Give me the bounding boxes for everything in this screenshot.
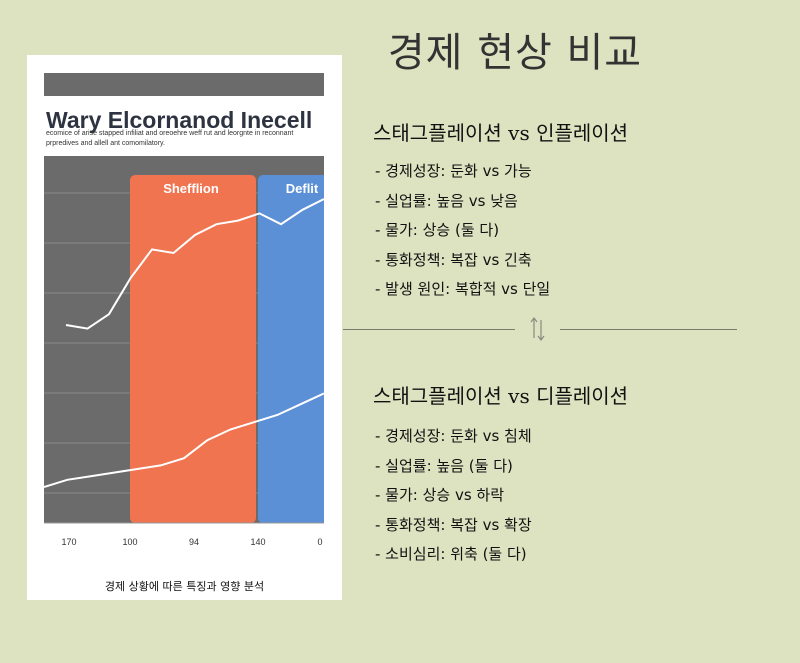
band-label: Shefflion [163,181,219,196]
band-stagflation [130,175,256,523]
x-axis-ticks: 170 100 94 140 0 [61,537,322,547]
page-title: 경제 현상 비교 [387,30,643,76]
series-line [44,392,324,488]
divider-line-left [343,329,515,330]
x-tick-label: 100 [122,537,137,547]
list-item: - 물가: 상승 vs 하락 [375,486,505,504]
chart-subtitle: ecomice of arise stapped infiliat and or… [46,130,293,137]
x-tick-label: 0 [317,537,322,547]
list-item: - 물가: 상승 (둘 다) [375,221,500,239]
comparison-list-inflation: - 경제성장: 둔화 vs 가능 - 실업률: 높음 vs 낮음 - 물가: 상… [375,157,550,305]
band-deflation [258,175,324,523]
list-item: - 발생 원인: 복합적 vs 단일 [375,280,551,298]
chart-header-band [44,96,324,156]
series-line [65,198,324,330]
image-caption: 경제 상황에 따른 특징과 영향 분석 [104,580,265,593]
list-item: - 통화정책: 복잡 vs 확장 [375,515,532,534]
section-heading-inflation: 스태그플레이션 vs 인플레이션 [373,121,629,145]
list-item: - 통화정책: 복잡 vs 긴축 [375,250,532,269]
comparison-list-deflation: - 경제성장: 둔화 vs 침체 - 실업률: 높음 (둘 다) - 물가: 상… [375,422,532,570]
list-item: - 소비심리: 위축 (둘 다) [375,545,527,563]
list-item: - 실업률: 높음 (둘 다) [375,456,513,475]
chart-image: Shefflion Deflit 170 100 94 140 0 Wary Elcor… [44,73,324,578]
chart-footer [44,523,324,578]
divider-line-right [560,329,737,330]
section-heading-deflation: 스태그플레이션 vs 디플레이션 [373,384,629,408]
list-item: - 경제성장: 둔화 vs 가능 [375,162,532,180]
x-tick-label: 140 [250,537,265,547]
band-label: Deflit [286,181,319,196]
chart-title: Wary Elcornanod Inecell [46,107,312,133]
x-tick-label: 170 [61,537,76,547]
image-card: Shefflion Deflit 170 100 94 140 0 Wary Elcor… [27,55,342,600]
chart-subtitle: prpredives and allell ant comomilatory. [46,140,165,147]
chart-series [44,198,324,488]
list-item: - 경제성장: 둔화 vs 침체 [375,427,532,445]
list-item: - 실업률: 높음 vs 낮음 [375,191,518,210]
x-tick-label: 94 [189,537,199,547]
swap-arrows-icon [530,317,545,341]
